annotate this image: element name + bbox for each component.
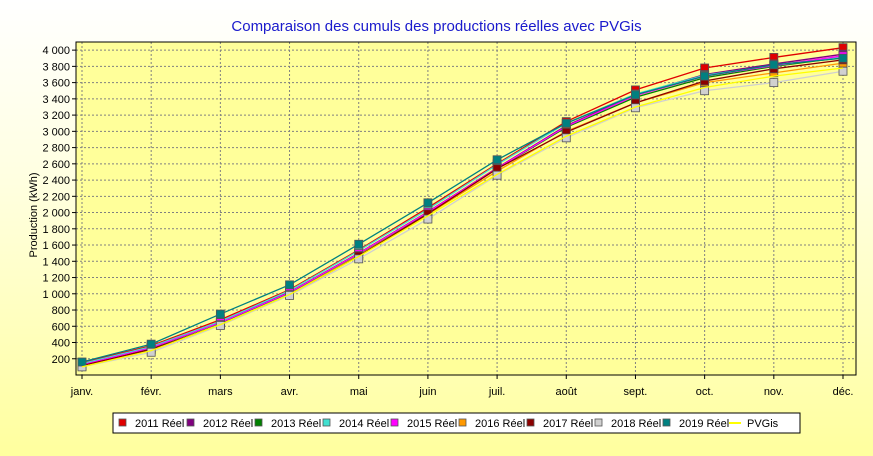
legend-swatch bbox=[118, 418, 127, 427]
legend-swatch bbox=[594, 418, 603, 427]
plot-area bbox=[76, 42, 856, 375]
series bbox=[77, 53, 848, 367]
data-point bbox=[700, 86, 710, 96]
series bbox=[81, 67, 844, 368]
y-tick-label: 1 400 bbox=[42, 256, 70, 268]
legend-item: PVGis bbox=[729, 418, 779, 430]
data-point bbox=[285, 291, 294, 300]
data-point bbox=[838, 53, 848, 63]
x-tick-label: avr. bbox=[281, 386, 299, 398]
data-point bbox=[700, 71, 710, 81]
legend-item: 2017 Réel bbox=[526, 418, 593, 430]
legend-label: 2015 Réel bbox=[407, 418, 457, 430]
legend-swatch bbox=[322, 418, 331, 427]
y-tick-label: 3 400 bbox=[42, 94, 70, 106]
data-point bbox=[838, 66, 848, 76]
data-point bbox=[631, 90, 640, 100]
series-line bbox=[81, 57, 844, 363]
legend-label: 2019 Réel bbox=[679, 418, 729, 430]
y-tick-label: 2 800 bbox=[42, 143, 70, 155]
data-point bbox=[77, 357, 87, 367]
series-line bbox=[81, 47, 844, 364]
x-tick-label: janv. bbox=[70, 386, 93, 398]
axes bbox=[75, 41, 857, 376]
legend-label: 2018 Réel bbox=[611, 418, 661, 430]
x-tick-label: oct. bbox=[696, 386, 714, 398]
series-line bbox=[81, 67, 844, 368]
x-tick-label: nov. bbox=[764, 386, 784, 398]
legend-item: 2013 Réel bbox=[254, 418, 321, 430]
data-point bbox=[631, 103, 640, 113]
legend-swatch bbox=[526, 418, 535, 427]
y-tick-label: 600 bbox=[52, 321, 70, 333]
y-tick-label: 3 600 bbox=[42, 78, 70, 90]
data-point bbox=[561, 118, 571, 128]
legend-item: 2012 Réel bbox=[186, 418, 253, 430]
legend-item: 2014 Réel bbox=[322, 418, 389, 430]
y-tick-label: 2 400 bbox=[42, 175, 70, 187]
data-point bbox=[146, 339, 156, 349]
series-group bbox=[77, 43, 848, 372]
y-tick-label: 400 bbox=[52, 338, 70, 350]
y-tick-label: 2 600 bbox=[42, 159, 70, 171]
x-tick-label: sept. bbox=[624, 386, 648, 398]
legend-swatch bbox=[390, 418, 399, 427]
data-point bbox=[492, 170, 502, 180]
legend-label: 2017 Réel bbox=[543, 418, 593, 430]
data-point bbox=[215, 309, 225, 319]
y-tick-label: 3 800 bbox=[42, 61, 70, 73]
x-tick-label: déc. bbox=[833, 386, 854, 398]
y-axis-label: Production (kWh) bbox=[28, 173, 40, 258]
chart-title: Comparaison des cumuls des productions r… bbox=[231, 18, 642, 35]
plot-border bbox=[75, 41, 857, 376]
y-tick-label: 1 000 bbox=[42, 289, 70, 301]
legend-label: 2011 Réel bbox=[135, 418, 184, 430]
legend-swatch bbox=[662, 418, 671, 427]
legend: 2011 Réel 2012 Réel 2013 Réel 2014 Réel 2015… bbox=[112, 412, 801, 434]
y-tick-label: 2 200 bbox=[42, 191, 70, 203]
data-point bbox=[769, 60, 779, 70]
y-tick-label: 200 bbox=[52, 354, 70, 366]
y-tick-label: 1 200 bbox=[42, 273, 70, 285]
x-tick-label: mars bbox=[208, 386, 233, 398]
y-tick-label: 4 000 bbox=[42, 45, 70, 57]
data-point bbox=[354, 239, 364, 249]
legend-label: 2013 Réel bbox=[271, 418, 321, 430]
legend-item: 2018 Réel bbox=[594, 418, 661, 430]
x-tick-label: févr. bbox=[141, 386, 162, 398]
x-axis-ticks: janv. févr. mars avr. mai juin juil. août sept. o… bbox=[70, 375, 854, 398]
legend-swatch bbox=[186, 418, 195, 427]
y-tick-label: 3 200 bbox=[42, 110, 70, 122]
y-tick-label: 800 bbox=[52, 305, 70, 317]
legend-label: 2012 Réel bbox=[203, 418, 253, 430]
data-point bbox=[769, 78, 779, 88]
data-point bbox=[423, 198, 433, 208]
legend-label: 2016 Réel bbox=[475, 418, 525, 430]
x-tick-label: juin bbox=[418, 386, 436, 398]
legend-label: PVGis bbox=[747, 418, 779, 430]
series bbox=[77, 66, 848, 372]
x-tick-label: juil. bbox=[488, 386, 506, 398]
y-tick-label: 3 000 bbox=[42, 126, 70, 138]
data-point bbox=[285, 280, 294, 290]
y-tick-label: 1 600 bbox=[42, 240, 70, 252]
legend-swatch bbox=[254, 418, 263, 427]
data-point bbox=[492, 155, 502, 165]
legend-item: 2019 Réel bbox=[662, 418, 729, 430]
x-tick-label: août bbox=[556, 386, 577, 398]
legend-item: 2011 Réel bbox=[118, 418, 184, 430]
legend-item: 2016 Réel bbox=[458, 418, 525, 430]
y-axis-ticks: 200 400 600 800 1 000 1 200 1 400 1 600 1 800 2 0… bbox=[42, 45, 76, 366]
legend-box bbox=[112, 412, 801, 434]
y-tick-label: 2 000 bbox=[42, 208, 70, 220]
x-tick-label: mai bbox=[350, 386, 368, 398]
series-line bbox=[81, 70, 844, 368]
gridlines bbox=[76, 42, 856, 375]
legend-item: 2015 Réel bbox=[390, 418, 457, 430]
legend-label: 2014 Réel bbox=[339, 418, 389, 430]
legend-swatch bbox=[458, 418, 467, 427]
y-tick-label: 1 800 bbox=[42, 224, 70, 236]
